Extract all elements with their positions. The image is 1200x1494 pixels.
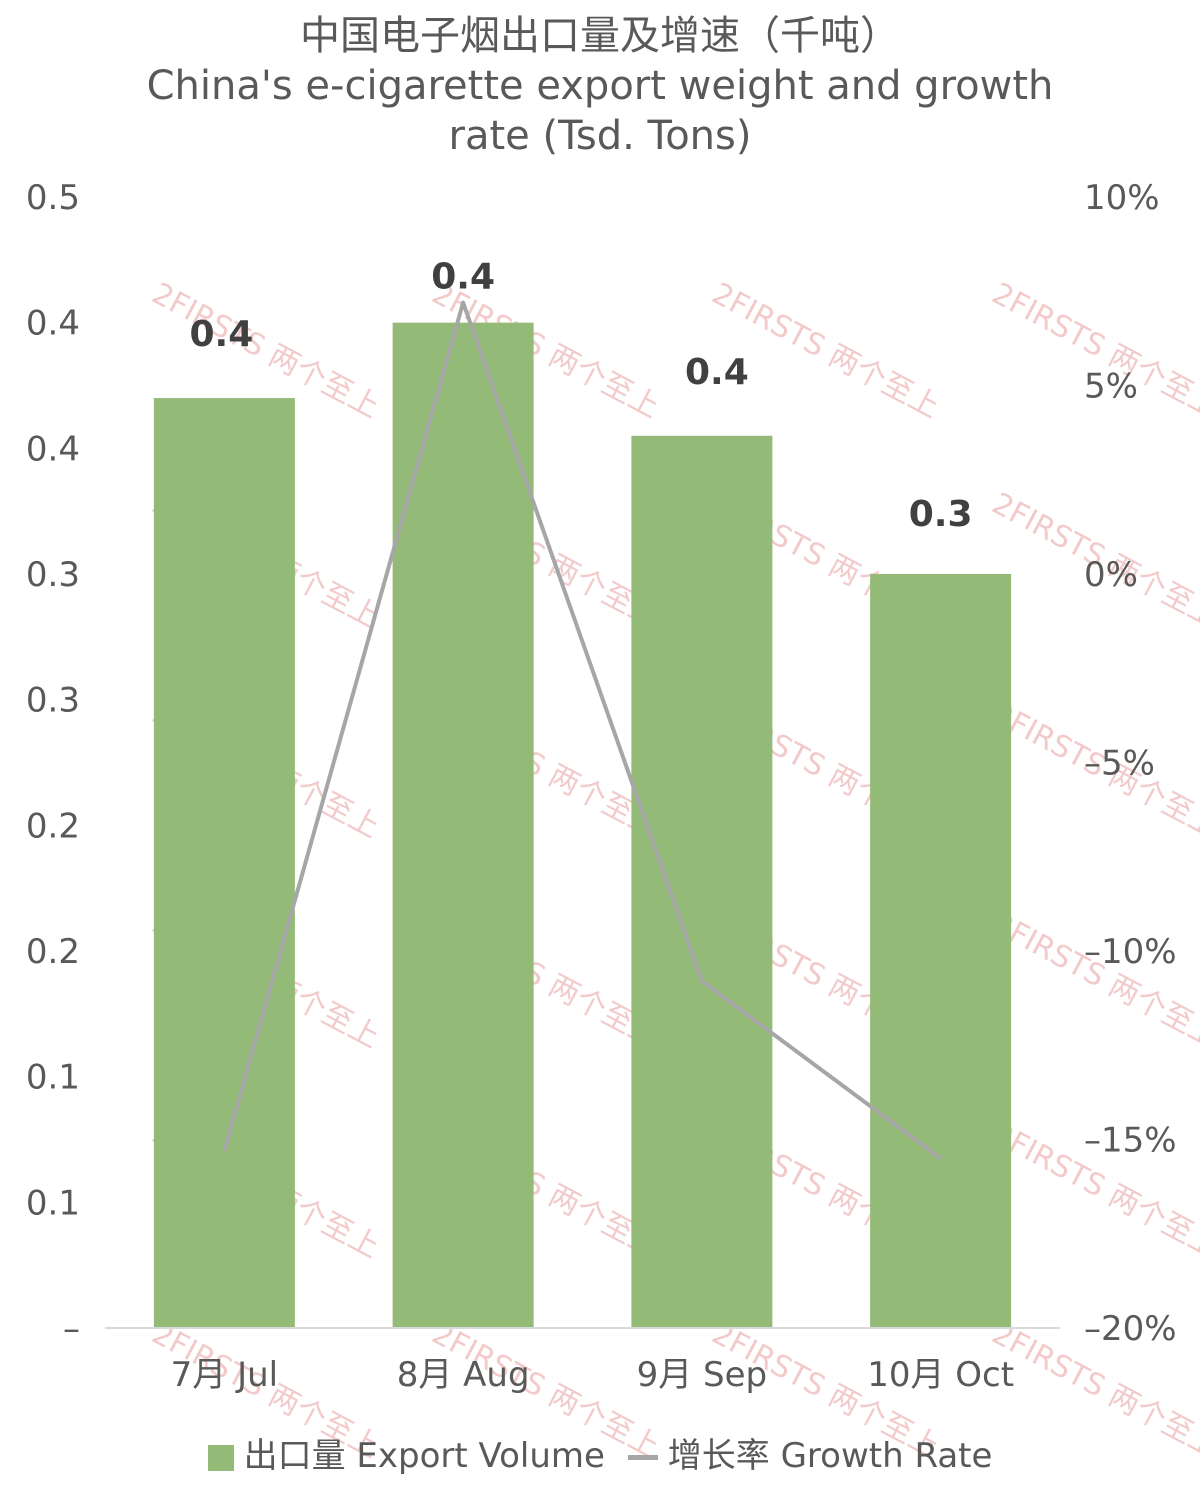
legend-item-export-volume: 出口量 Export Volume <box>207 1428 605 1477</box>
right-tick-label: –15% <box>1084 1121 1177 1161</box>
watermark-text: 2FIRSTS 两个至上 <box>986 906 1200 1055</box>
growth-rate-line <box>222 300 942 1160</box>
legend-swatch-bar <box>207 1444 234 1471</box>
axes: – 0.1 0.1 0.2 0.2 0.3 0.3 0.4 0.4 0.5 –20% –15% –10%… <box>26 178 1177 1395</box>
bar-data-label: 0.4 <box>431 257 495 298</box>
left-tick-label: 0.3 <box>26 681 80 721</box>
bar-series <box>153 322 1012 1329</box>
right-tick-label: 0% <box>1084 555 1138 595</box>
right-tick-label: 10% <box>1084 178 1160 218</box>
left-tick-label: 0.1 <box>26 1058 80 1098</box>
legend-label-growth-rate: 增长率 Growth Rate <box>667 1436 993 1476</box>
chart-title-cn: 中国电子烟出口量及增速（千吨） <box>300 13 900 59</box>
category-label: 10月 Oct <box>867 1355 1014 1395</box>
category-label: 7月 Jul <box>171 1355 278 1395</box>
right-tick-label: –5% <box>1084 744 1155 784</box>
right-tick-label: –20% <box>1084 1309 1177 1349</box>
chart-title-en-line1: China's e-cigarette export weight and gr… <box>146 63 1054 109</box>
left-tick-label: 0.4 <box>26 304 80 344</box>
watermark-text: 2FIRSTS 两个至上 <box>706 276 945 425</box>
left-tick-label: 0.3 <box>26 555 80 595</box>
bar-0 <box>153 398 295 1329</box>
legend-item-growth-rate: 增长率 Growth Rate <box>627 1428 993 1477</box>
right-tick-label: 5% <box>1084 367 1138 407</box>
bar-3 <box>870 574 1012 1328</box>
left-tick-label: 0.5 <box>26 178 80 218</box>
bar-data-label: 0.3 <box>909 494 973 535</box>
data-labels: 0.4 0.4 0.4 0.3 <box>189 257 972 535</box>
left-tick-label: 0.4 <box>26 429 80 469</box>
bar-1 <box>392 322 534 1329</box>
right-tick-label: –10% <box>1084 932 1177 972</box>
left-tick-label: 0.1 <box>26 1183 80 1223</box>
left-tick-label: – <box>63 1309 80 1349</box>
bar-data-label: 0.4 <box>685 352 749 393</box>
line-series <box>222 300 942 1160</box>
category-label: 9月 Sep <box>637 1355 768 1395</box>
bar-2 <box>631 435 773 1328</box>
chart-title-en-line2: rate (Tsd. Tons) <box>448 113 752 159</box>
category-label: 8月 Aug <box>397 1355 530 1395</box>
bar-data-label: 0.4 <box>189 314 253 355</box>
left-tick-label: 0.2 <box>26 806 80 846</box>
legend-label-export-volume: 出口量 Export Volume <box>243 1436 605 1476</box>
legend-swatch-line <box>627 1455 658 1460</box>
legend: 出口量 Export Volume 增长率 Growth Rate <box>0 1428 1200 1477</box>
left-tick-label: 0.2 <box>26 932 80 972</box>
